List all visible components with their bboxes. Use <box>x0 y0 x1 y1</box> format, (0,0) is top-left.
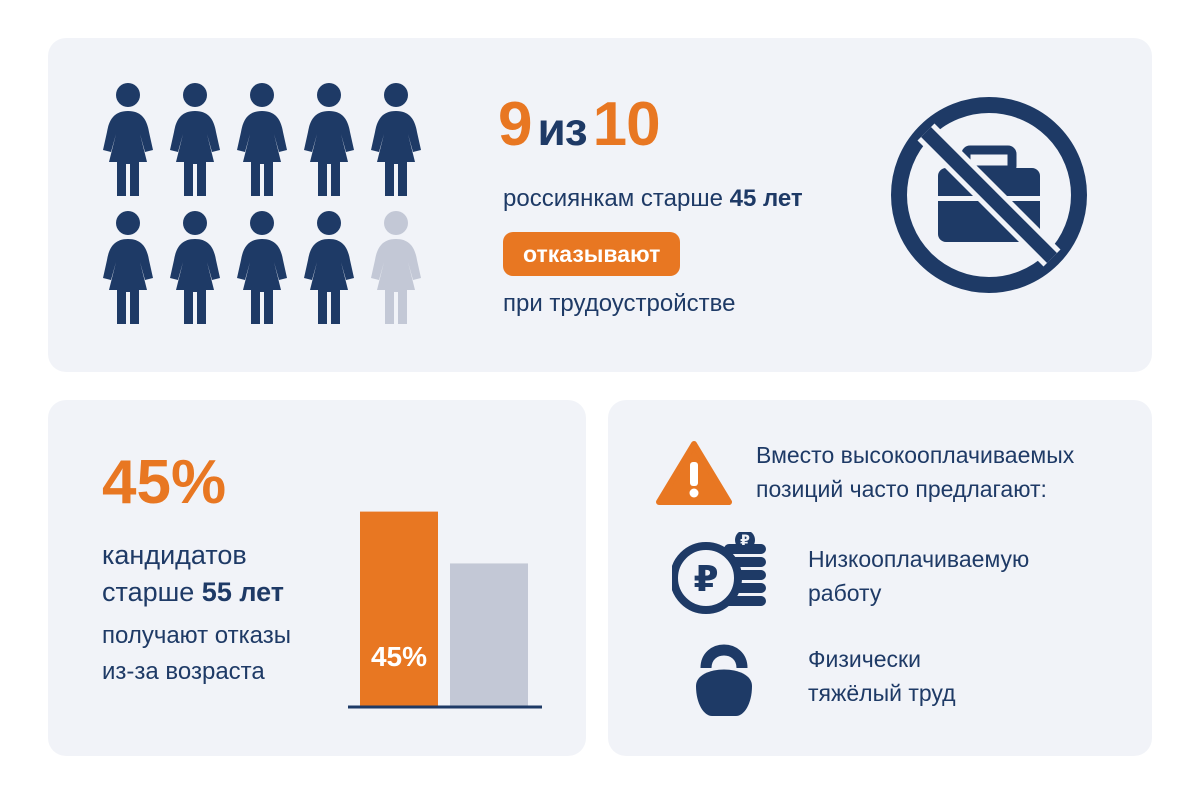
woman-icon-highlighted <box>371 83 421 196</box>
stat-mid: из <box>537 103 587 155</box>
stat-card-women: 9 из10 россиянкам старше 45 лет отказываю… <box>48 38 1152 372</box>
offer-hard-labor-line1: Физически <box>808 646 921 672</box>
woman-icon-highlighted <box>103 83 153 196</box>
bar-1 <box>450 563 528 706</box>
employment-line: при трудоустройстве <box>503 290 736 317</box>
stat-nine-of-ten: 9 из10 <box>498 94 661 156</box>
candidates-line4: из-за возраста <box>102 658 265 685</box>
offer-low-pay-line1: Низкооплачиваемую <box>808 546 1030 572</box>
woman-icon-highlighted <box>103 211 153 324</box>
no-briefcase-icon <box>891 97 1087 293</box>
women-age-text: россиянкам старше <box>503 185 723 212</box>
offer-hard-labor-line2: тяжёлый труд <box>808 680 956 706</box>
stat-45-percent: 45% <box>102 448 227 517</box>
stat-left: 9 <box>498 90 532 159</box>
ruble-coins-icon: ₽ ₽ <box>672 532 766 614</box>
warning-triangle-icon <box>656 441 732 505</box>
woman-icon-highlighted <box>237 83 287 196</box>
candidates-age-bold: 55 лет <box>201 577 285 607</box>
women-age-line: россиянкам старше 45 лет <box>503 185 803 213</box>
stat-card-candidates: 45% кандидатов старше 55 лет получают от… <box>48 400 586 756</box>
offers-heading-line2: позиций часто предлагают: <box>756 476 1047 502</box>
offers-heading-line1: Вместо высокооплачиваемых <box>756 442 1075 468</box>
stat-right: 10 <box>592 90 661 159</box>
woman-icon-highlighted <box>304 211 354 324</box>
kettlebell-icon <box>696 644 752 716</box>
woman-icon-muted <box>371 211 421 324</box>
woman-icon-highlighted <box>170 83 220 196</box>
svg-text:₽: ₽ <box>693 559 718 600</box>
woman-icon-highlighted <box>237 211 287 324</box>
bar-0 <box>360 511 438 706</box>
refuse-badge: отказывают <box>503 232 681 276</box>
offers-card: Вместо высокооплачиваемых позиций часто … <box>608 400 1152 756</box>
woman-icon-highlighted <box>170 211 220 324</box>
bar-chart: 45% <box>348 511 542 709</box>
women-age-bold: 45 лет <box>729 185 803 212</box>
bar-label-0: 45% <box>371 641 427 672</box>
woman-icon-highlighted <box>304 83 354 196</box>
offer-low-pay-line2: работу <box>808 580 882 606</box>
svg-text:₽: ₽ <box>740 533 750 549</box>
candidates-line2: старше 55 лет <box>102 577 284 608</box>
candidates-age-text: старше <box>102 577 195 607</box>
candidates-line3: получают отказы <box>102 622 291 649</box>
candidates-line1: кандидатов <box>102 540 247 570</box>
